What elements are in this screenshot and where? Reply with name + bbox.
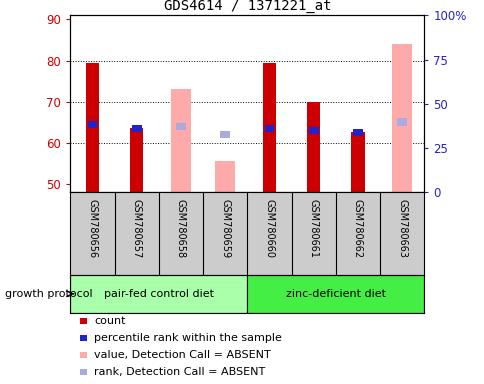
Bar [88, 121, 97, 128]
Text: zinc-deficient diet: zinc-deficient diet [285, 289, 385, 299]
Text: GSM780658: GSM780658 [176, 199, 185, 258]
Text: value, Detection Call = ABSENT: value, Detection Call = ABSENT [94, 350, 271, 360]
Bar [171, 89, 191, 192]
Text: count: count [94, 316, 125, 326]
Text: pair-fed control diet: pair-fed control diet [104, 289, 213, 299]
Bar [262, 63, 275, 192]
Title: GDS4614 / 1371221_at: GDS4614 / 1371221_at [163, 0, 331, 13]
Bar [396, 119, 406, 126]
Bar [70, 275, 247, 313]
Bar [264, 125, 274, 132]
Text: GSM780663: GSM780663 [396, 199, 407, 258]
Bar [247, 275, 424, 313]
Text: GSM780657: GSM780657 [132, 199, 141, 258]
Bar [132, 125, 141, 132]
Bar [220, 131, 229, 138]
Text: percentile rank within the sample: percentile rank within the sample [94, 333, 282, 343]
Bar [86, 63, 99, 192]
Text: GSM780660: GSM780660 [264, 199, 274, 258]
Text: GSM780659: GSM780659 [220, 199, 230, 258]
Bar [352, 129, 362, 136]
Bar [176, 122, 185, 130]
Text: GSM780662: GSM780662 [352, 199, 362, 258]
Bar [350, 132, 364, 192]
Text: GSM780656: GSM780656 [87, 199, 97, 258]
Bar [308, 127, 318, 134]
Bar [215, 161, 235, 192]
Text: growth protocol: growth protocol [5, 289, 92, 299]
Bar [306, 102, 320, 192]
Bar [130, 128, 143, 192]
Bar [392, 44, 411, 192]
Text: GSM780661: GSM780661 [308, 199, 318, 258]
Text: rank, Detection Call = ABSENT: rank, Detection Call = ABSENT [94, 367, 265, 377]
